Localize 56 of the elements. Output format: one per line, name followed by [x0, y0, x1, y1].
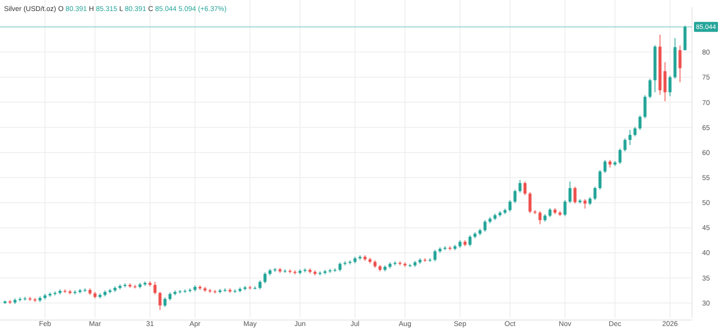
candlestick: [54, 291, 56, 296]
candlestick: [684, 25, 686, 51]
candlestick: [528, 192, 532, 214]
candlestick: [618, 148, 622, 164]
candlestick: [74, 290, 76, 295]
candlestick: [318, 270, 322, 276]
candlestick: [638, 114, 642, 130]
candlestick: [294, 270, 296, 275]
candlestick: [344, 260, 346, 266]
candlestick: [154, 281, 156, 295]
candlestick: [258, 280, 262, 290]
candlestick: [348, 260, 352, 265]
candlestick: [508, 200, 512, 212]
candlestick: [664, 62, 666, 102]
candlestick: [164, 297, 166, 308]
candlestick: [594, 186, 596, 201]
candlestick: [8, 300, 12, 304]
candlestick: [338, 262, 342, 272]
candlestick: [28, 296, 32, 302]
candlestick: [648, 78, 652, 99]
candlestick: [538, 210, 542, 225]
candlestick: [394, 260, 396, 266]
candlestick: [568, 181, 572, 204]
candlestick: [188, 288, 192, 293]
candlestick: [678, 45, 682, 83]
candlestick: [604, 160, 606, 174]
candlestick: [564, 200, 566, 217]
candlestick: [634, 126, 636, 137]
candlestick: [514, 189, 516, 204]
candlestick: [328, 268, 332, 274]
candlestick: [448, 246, 452, 251]
candlestick: [628, 129, 632, 146]
candlestick: [34, 298, 36, 302]
candlestick: [548, 208, 552, 218]
candlestick: [444, 246, 446, 251]
candlestick: [534, 210, 536, 215]
candlestick: [668, 75, 672, 97]
candlestick: [398, 260, 402, 266]
candlestick: [304, 268, 306, 273]
candlestick: [208, 288, 212, 294]
candlestick: [584, 198, 586, 210]
candlestick: [274, 267, 276, 272]
candlestick: [264, 272, 266, 284]
candlestick: [644, 94, 646, 119]
candlestick: [598, 170, 602, 190]
candlestick: [468, 234, 472, 247]
candlestick: [518, 180, 522, 193]
candlestick: [484, 220, 486, 232]
candlestick: [18, 297, 22, 302]
candlestick: [524, 181, 526, 196]
candlestick: [624, 138, 626, 152]
candlestick: [288, 268, 292, 274]
candlestick: [158, 292, 162, 310]
candlestick: [434, 249, 436, 262]
candlestick: [124, 282, 126, 288]
candlestick: [574, 186, 576, 204]
